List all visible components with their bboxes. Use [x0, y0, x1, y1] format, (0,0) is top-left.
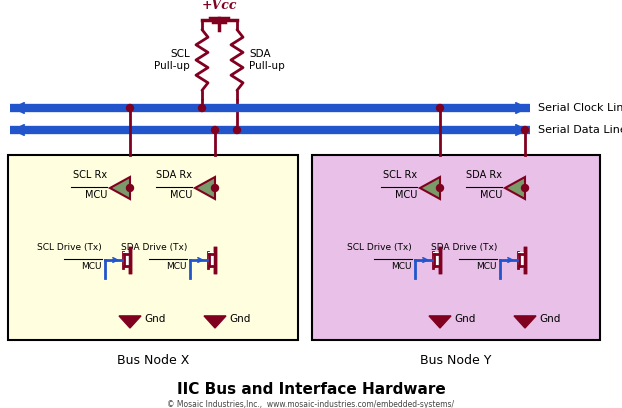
Text: MCU: MCU [476, 262, 497, 271]
Text: SCL
Pull-up: SCL Pull-up [154, 49, 190, 71]
Circle shape [211, 126, 218, 133]
Circle shape [233, 126, 241, 133]
Text: MCU: MCU [85, 190, 107, 200]
Text: MCU: MCU [167, 262, 187, 271]
FancyBboxPatch shape [518, 252, 525, 268]
Circle shape [521, 184, 529, 191]
Circle shape [126, 104, 134, 111]
Polygon shape [429, 316, 451, 328]
Text: MCU: MCU [81, 262, 102, 271]
Text: SDA Drive (Tx): SDA Drive (Tx) [121, 243, 187, 252]
Text: SDA Drive (Tx): SDA Drive (Tx) [430, 243, 497, 252]
Text: Gnd: Gnd [144, 314, 165, 324]
Bar [8, 155, 298, 340]
Text: IIC Bus and Interface Hardware: IIC Bus and Interface Hardware [177, 382, 445, 397]
Text: Serial Data Line (SDA): Serial Data Line (SDA) [538, 124, 622, 134]
Polygon shape [119, 316, 141, 328]
Text: Serial Clock Line (SCL): Serial Clock Line (SCL) [538, 102, 622, 112]
Text: SCL Rx: SCL Rx [383, 170, 417, 180]
FancyBboxPatch shape [208, 252, 215, 268]
Bar [312, 155, 600, 340]
Polygon shape [204, 316, 226, 328]
Polygon shape [514, 316, 536, 328]
Text: SCL Rx: SCL Rx [73, 170, 107, 180]
Text: © Mosaic Industries,Inc.,  www.mosaic-industries.com/embedded-systems/: © Mosaic Industries,Inc., www.mosaic-ind… [167, 400, 455, 408]
Text: SCL Drive (Tx): SCL Drive (Tx) [37, 243, 102, 252]
Polygon shape [420, 177, 440, 199]
Text: Gnd: Gnd [454, 314, 475, 324]
Text: MCU: MCU [394, 190, 417, 200]
Text: Gnd: Gnd [229, 314, 251, 324]
Circle shape [437, 104, 443, 111]
Text: SDA Rx: SDA Rx [156, 170, 192, 180]
Text: Bus Node X: Bus Node X [117, 354, 189, 367]
Circle shape [211, 184, 218, 191]
Text: MCU: MCU [391, 262, 412, 271]
Text: Gnd: Gnd [539, 314, 560, 324]
FancyBboxPatch shape [123, 252, 130, 268]
Circle shape [437, 184, 443, 191]
Circle shape [126, 184, 134, 191]
Polygon shape [505, 177, 525, 199]
Text: SCL Drive (Tx): SCL Drive (Tx) [347, 243, 412, 252]
Text: SDA
Pull-up: SDA Pull-up [249, 49, 285, 71]
Text: +Vcc: +Vcc [202, 0, 237, 12]
Text: MCU: MCU [170, 190, 192, 200]
Polygon shape [195, 177, 215, 199]
Circle shape [521, 126, 529, 133]
FancyBboxPatch shape [433, 252, 440, 268]
Text: MCU: MCU [480, 190, 502, 200]
Polygon shape [110, 177, 130, 199]
Text: SDA Rx: SDA Rx [466, 170, 502, 180]
Circle shape [198, 104, 205, 111]
Text: Bus Node Y: Bus Node Y [420, 354, 491, 367]
